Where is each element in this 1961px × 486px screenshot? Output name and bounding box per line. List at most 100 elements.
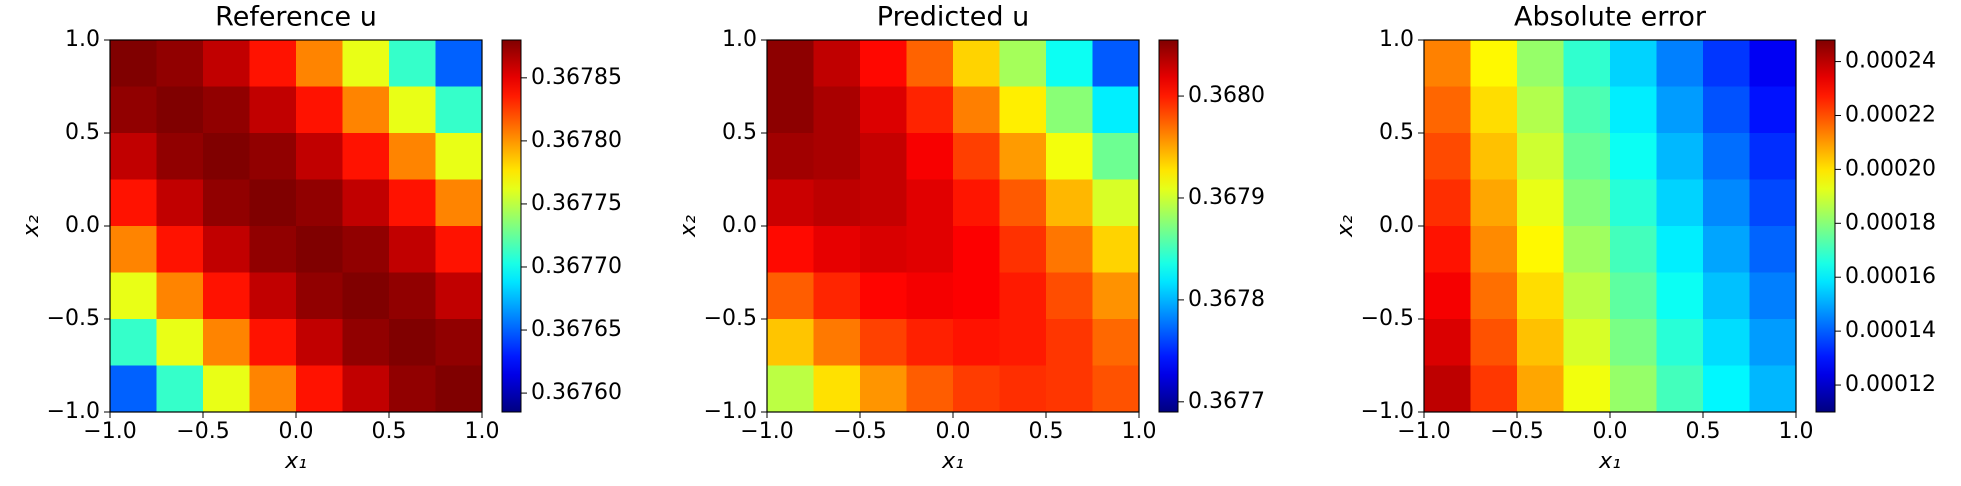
heatmap-cell (1046, 272, 1094, 320)
heatmap-cell (1424, 319, 1472, 367)
heatmap-cell (1046, 179, 1094, 227)
x-tick-label: 0.5 (372, 419, 407, 444)
heatmap-cell (860, 226, 908, 274)
heatmap-cell (1656, 319, 1704, 367)
heatmap-cell (110, 86, 158, 134)
heatmap-cell (1470, 133, 1518, 181)
heatmap-cell (1610, 272, 1658, 320)
chart-title: Predicted u (877, 2, 1029, 33)
x-tick-label: 0.0 (279, 419, 314, 444)
heatmap-cell (156, 133, 204, 181)
y-tick-label: −1.0 (47, 399, 100, 424)
colorbar-tick-label: 0.3680 (1188, 83, 1265, 108)
heatmap-cell (296, 365, 344, 413)
heatmap-cell (767, 40, 815, 88)
heatmap-cell (249, 86, 297, 134)
heatmap-cell (1563, 226, 1611, 274)
heatmap-cell (906, 133, 954, 181)
heatmap-cell (249, 133, 297, 181)
heatmap-cell (813, 226, 861, 274)
heatmap-cell (203, 319, 251, 367)
heatmap-cell (1610, 133, 1658, 181)
colorbar-tick-label: 0.36785 (531, 65, 622, 90)
y-tick-label: −0.5 (47, 306, 100, 331)
y-tick-label: 1.0 (722, 27, 757, 52)
heatmap-cell (1046, 40, 1094, 88)
heatmap-cell (1656, 40, 1704, 88)
y-axis-label: x₂ (676, 215, 701, 238)
heatmap-cell (1610, 86, 1658, 134)
heatmap-cell (1424, 133, 1472, 181)
heatmap-cell (389, 272, 437, 320)
heatmap-cell (110, 179, 158, 227)
x-tick-label: −1.0 (740, 419, 793, 444)
heatmap-cell (860, 133, 908, 181)
heatmap-cell (953, 133, 1001, 181)
heatmap-cell (249, 365, 297, 413)
x-tick-label: −1.0 (1397, 419, 1450, 444)
colorbar-tick-label: 0.3677 (1188, 389, 1265, 414)
heatmap-cell (342, 272, 390, 320)
heatmap-cell (1656, 226, 1704, 274)
heatmap-cell (1656, 272, 1704, 320)
x-tick-label: 0.5 (1029, 419, 1064, 444)
y-tick-label: −1.0 (1361, 399, 1414, 424)
heatmap-cell (906, 365, 954, 413)
heatmap-cell (1703, 133, 1751, 181)
heatmap-cell (953, 365, 1001, 413)
chart-title: Absolute error (1514, 2, 1707, 33)
heatmap-cell (999, 226, 1047, 274)
chart-title: Reference u (215, 2, 377, 33)
heatmap-cell (860, 40, 908, 88)
colorbar-tick-label: 0.00016 (1845, 264, 1936, 289)
heatmap-cell (1563, 133, 1611, 181)
heatmap-cell (1046, 226, 1094, 274)
heatmap-cell (1092, 272, 1140, 320)
heatmap-cell (156, 272, 204, 320)
heatmap-cell (342, 86, 390, 134)
heatmap-cell (435, 272, 483, 320)
colorbar-tick-label: 0.36760 (531, 380, 622, 405)
heatmap-cell (389, 40, 437, 88)
colorbar-tick-label: 0.00022 (1845, 102, 1936, 127)
x-tick-label: 1.0 (465, 419, 500, 444)
heatmap-cell (1470, 179, 1518, 227)
heatmap-cell (813, 133, 861, 181)
heatmap-cell (1703, 226, 1751, 274)
x-tick-label: −1.0 (83, 419, 136, 444)
x-tick-label: 0.5 (1686, 419, 1721, 444)
heatmap-cell (203, 86, 251, 134)
heatmap-cell (953, 179, 1001, 227)
heatmap-cell (203, 40, 251, 88)
heatmap-cell (1517, 40, 1565, 88)
heatmap-cell (813, 319, 861, 367)
heatmap-cell (1424, 40, 1472, 88)
heatmap-cell (906, 179, 954, 227)
heatmap-cell (767, 226, 815, 274)
heatmap-cell (435, 133, 483, 181)
heatmap-cell (813, 272, 861, 320)
heatmap-cell (342, 179, 390, 227)
heatmap-cell (1470, 226, 1518, 274)
heatmap-cell (249, 226, 297, 274)
x-tick-label: 1.0 (1122, 419, 1157, 444)
heatmap-cell (1046, 319, 1094, 367)
heatmap-cell (203, 272, 251, 320)
heatmap-cell (1092, 133, 1140, 181)
colorbar-tick-label: 0.3678 (1188, 287, 1265, 312)
heatmap-cell (860, 179, 908, 227)
heatmap-cell (999, 365, 1047, 413)
heatmap-cell (1656, 365, 1704, 413)
heatmap-cell (906, 272, 954, 320)
x-tick-label: 0.0 (936, 419, 971, 444)
heatmap-cell (1749, 86, 1797, 134)
heatmap-cell (1749, 133, 1797, 181)
heatmap-cell (1610, 40, 1658, 88)
y-tick-label: 1.0 (1379, 27, 1414, 52)
x-axis-label: x₁ (284, 449, 307, 474)
colorbar-tick-label: 0.00014 (1845, 318, 1936, 343)
heatmap-cell (1703, 86, 1751, 134)
colorbar-tick-label: 0.00024 (1845, 49, 1936, 74)
heatmap-cell (999, 40, 1047, 88)
